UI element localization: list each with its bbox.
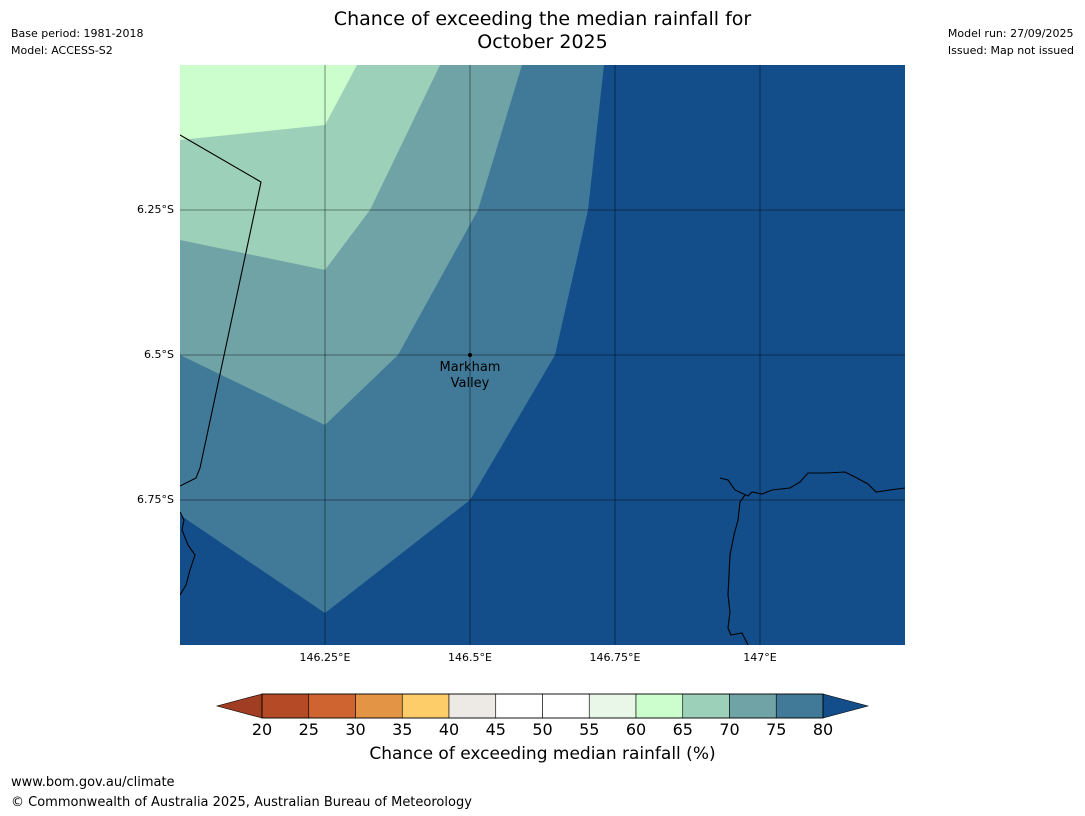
- place-label-line2: Valley: [450, 376, 490, 391]
- issued-status: Issued: Map not issued: [947, 44, 1074, 57]
- colorbar-cell-50-55: [542, 693, 590, 719]
- colorbar-tick-30: 30: [345, 720, 366, 739]
- place-label-line1: Markham: [439, 360, 501, 375]
- meta-left: Base period: 1981-2018 Model: ACCESS-S2: [11, 25, 143, 59]
- colorbar-tick-60: 60: [625, 720, 647, 739]
- map-title-line1: Chance of exceeding the median rainfall …: [333, 8, 752, 30]
- colorbar-frame: [261, 693, 824, 719]
- colorbar-tick-50: 50: [532, 720, 553, 739]
- rainfall-contours: [180, 65, 905, 645]
- colorbar-tick-55: 55: [579, 720, 600, 739]
- colorbar-cell-70-75: [729, 693, 777, 719]
- colorbar-tick-40: 40: [438, 720, 460, 739]
- lon-label-147: 147°E: [743, 651, 777, 664]
- colorbar-tick-75: 75: [766, 720, 787, 739]
- colorbar-tick-35: 35: [392, 720, 413, 739]
- graticule: [180, 65, 905, 645]
- base-period: Base period: 1981-2018: [11, 27, 144, 40]
- colorbar-tick-65: 65: [672, 720, 693, 739]
- colorbar-cell-60-65: [635, 693, 684, 719]
- place-label: Markham Valley: [420, 360, 520, 392]
- colorbar: [215, 693, 870, 719]
- footer-copyright: © Commonwealth of Australia 2025, Austra…: [11, 795, 472, 810]
- footer-url[interactable]: www.bom.gov.au/climate: [11, 775, 175, 790]
- colorbar-cell-65-70: [682, 693, 730, 719]
- colorbar-cell-30-35: [355, 693, 403, 719]
- river-coast: [727, 494, 749, 645]
- colorbar-cell-40-45: [448, 693, 497, 719]
- coastline-east: [719, 471, 905, 497]
- model-run: Model run: 27/09/2025: [947, 27, 1074, 40]
- lat-label-6-25: 6.25°S: [137, 203, 174, 216]
- map-title: Chance of exceeding the median rainfall …: [0, 8, 1085, 54]
- model-name: Model: ACCESS-S2: [11, 44, 113, 57]
- lon-label-146-75: 146.75°E: [589, 651, 641, 664]
- colorbar-extend-high: [822, 693, 870, 719]
- place-marker: [468, 353, 472, 357]
- meta-right: Model run: 27/09/2025 Issued: Map not is…: [948, 25, 1074, 59]
- coastline-west: [180, 511, 196, 596]
- contour-band-60-65: [180, 65, 357, 140]
- map-title-line2: October 2025: [477, 31, 608, 53]
- colorbar-cell-45-50: [495, 693, 543, 719]
- lat-label-6-5: 6.5°S: [144, 348, 174, 361]
- colorbar-tick-80: 80: [812, 720, 834, 739]
- colorbar-cell-75-80: [775, 693, 824, 719]
- colorbar-title: Chance of exceeding median rainfall (%): [369, 744, 716, 764]
- colorbar-extend-low: [215, 693, 263, 719]
- colorbar-tick-25: 25: [298, 720, 319, 739]
- colorbar-cell-35-40: [401, 693, 450, 719]
- border-line: [180, 134, 262, 487]
- colorbar-tick-45: 45: [485, 720, 506, 739]
- colorbar-cell-55-60: [588, 693, 637, 719]
- colorbar-tick-70: 70: [719, 720, 740, 739]
- lat-label-6-75: 6.75°S: [137, 493, 174, 506]
- colorbar-cell-20-25: [261, 693, 310, 719]
- lon-label-146-5: 146.5°E: [448, 651, 492, 664]
- colorbar-tick-20: 20: [251, 720, 273, 739]
- colorbar-cell-25-30: [308, 693, 356, 719]
- lon-label-146-25: 146.25°E: [299, 651, 351, 664]
